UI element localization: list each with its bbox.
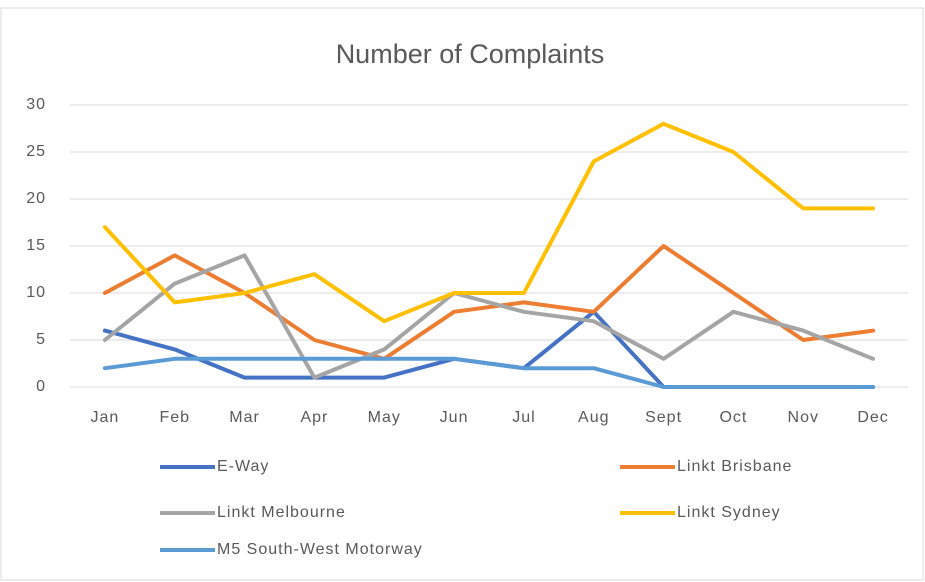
legend-label: Linkt Melbourne xyxy=(217,504,346,521)
legend-label: E-Way xyxy=(217,458,269,475)
x-tick-label: Dec xyxy=(857,409,888,426)
y-tick-label: 5 xyxy=(36,331,46,348)
series-line xyxy=(102,244,876,361)
legend-label: Linkt Sydney xyxy=(677,504,781,521)
y-tick-label: 25 xyxy=(26,143,46,160)
series-line xyxy=(102,253,876,380)
x-tick-label: Sept xyxy=(645,409,682,426)
y-tick-label: 15 xyxy=(26,237,46,254)
x-tick-label: Feb xyxy=(159,409,190,426)
legend-label: M5 South-West Motorway xyxy=(217,541,423,558)
chart-title: Number of Complaints xyxy=(336,39,605,69)
x-tick-label: Jan xyxy=(91,409,120,426)
y-tick-label: 10 xyxy=(26,284,46,301)
series-line xyxy=(102,121,876,324)
x-tick-label: Mar xyxy=(229,409,260,426)
x-tick-label: Oct xyxy=(719,409,747,426)
x-tick-label: Jun xyxy=(440,409,469,426)
x-tick-label: Apr xyxy=(300,409,328,426)
y-tick-label: 0 xyxy=(36,378,46,395)
y-tick-label: 30 xyxy=(26,96,46,113)
x-tick-label: Jul xyxy=(512,409,535,426)
x-tick-label: Nov xyxy=(788,409,819,426)
x-tick-label: May xyxy=(368,409,401,426)
x-tick-label: Aug xyxy=(578,409,609,426)
series-line xyxy=(102,356,876,389)
y-tick-label: 20 xyxy=(26,190,46,207)
legend-label: Linkt Brisbane xyxy=(677,458,792,475)
